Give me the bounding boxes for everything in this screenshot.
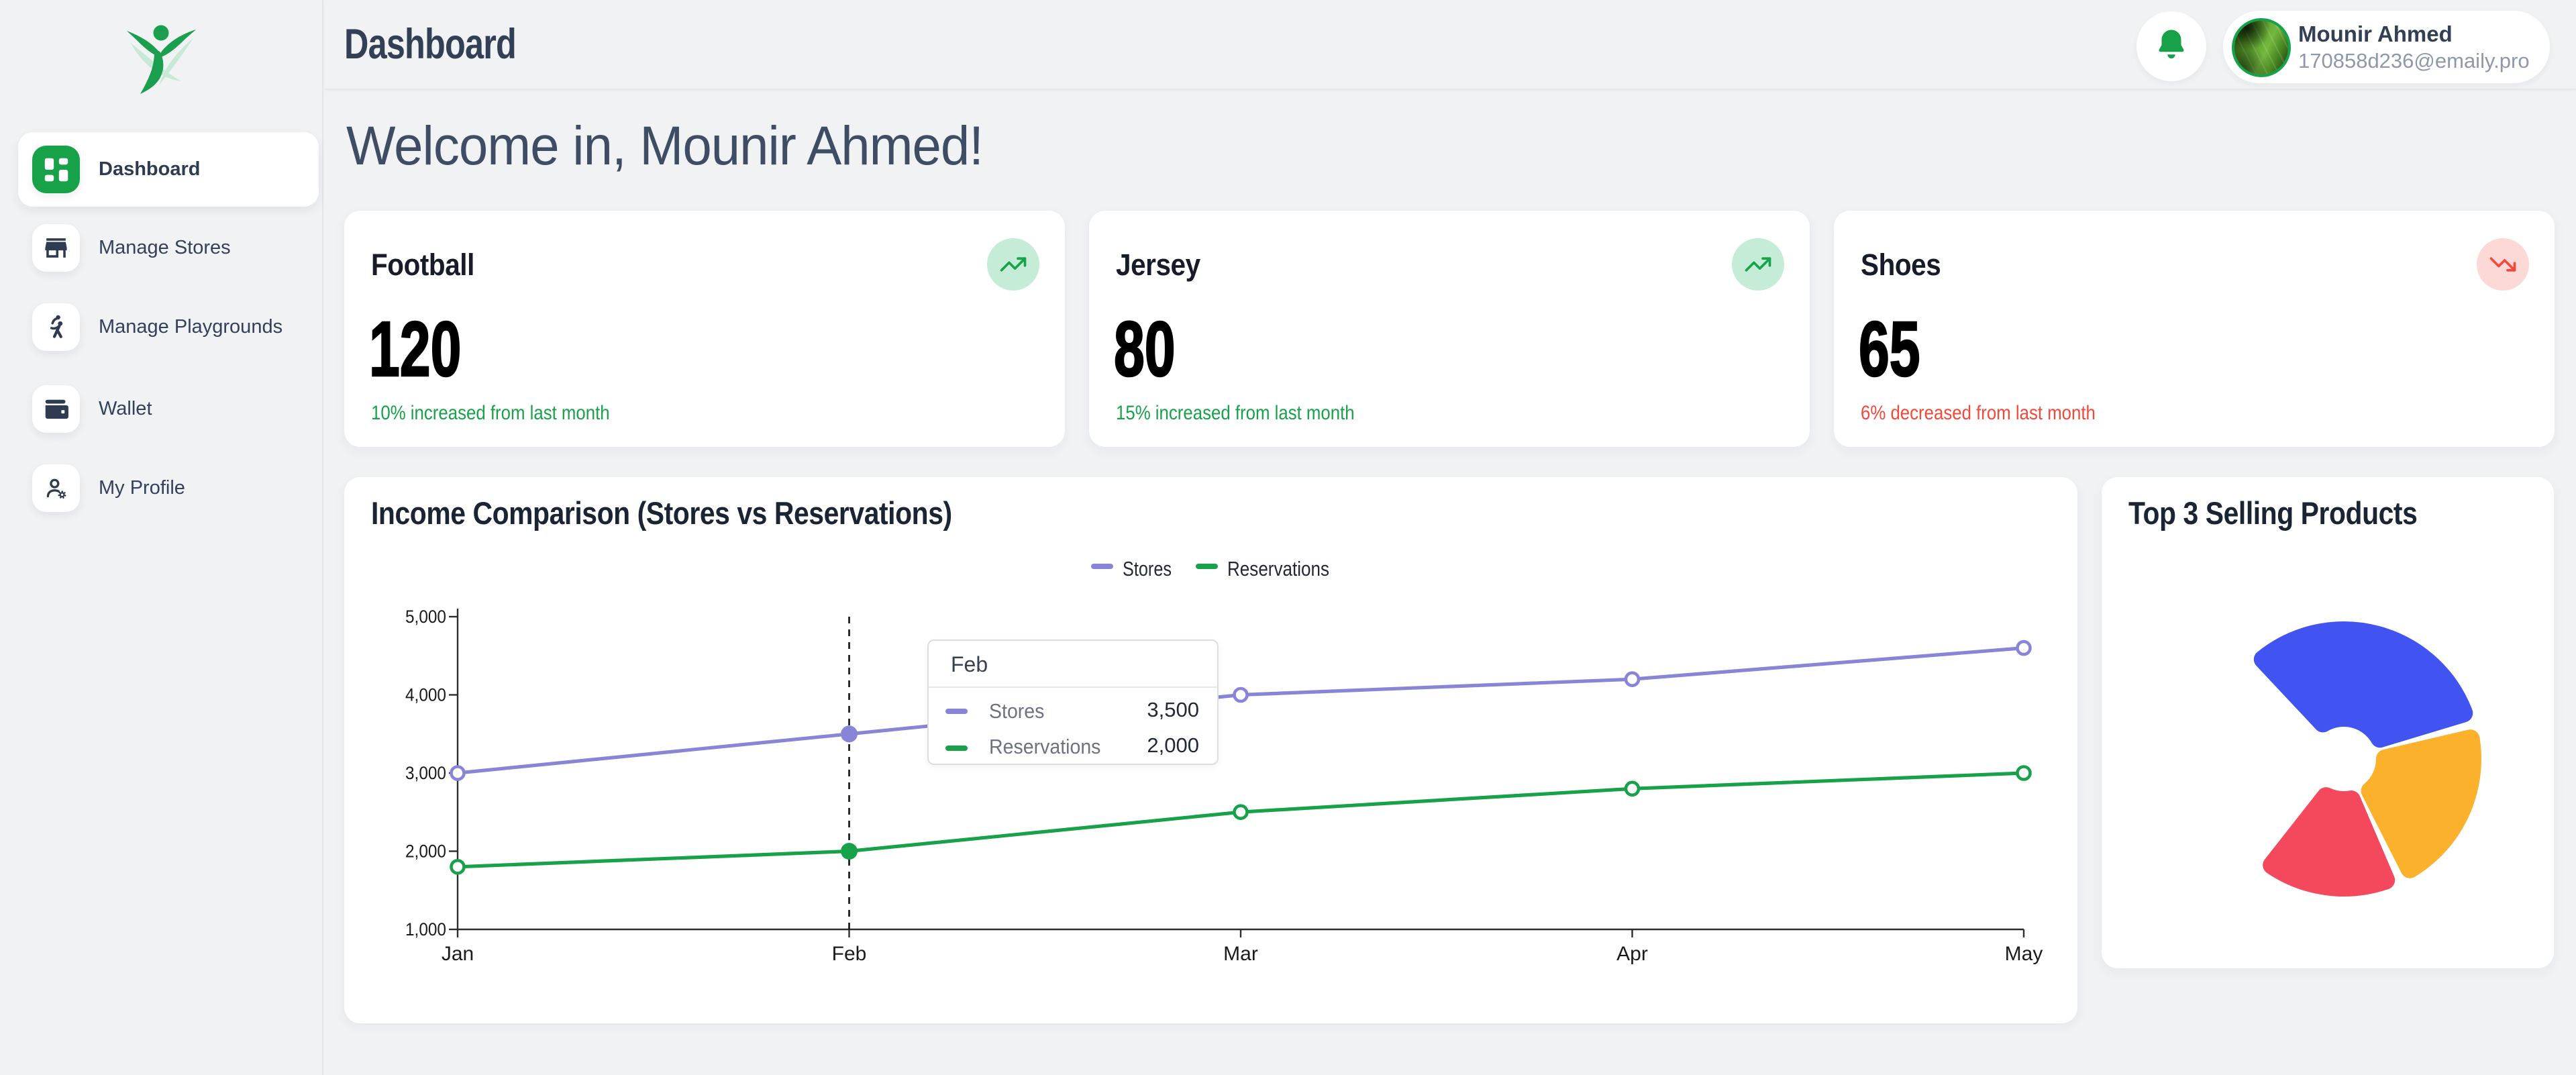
svg-text:Jan: Jan — [442, 943, 474, 965]
svg-text:5,000: 5,000 — [405, 607, 446, 627]
svg-text:Stores: Stores — [1123, 557, 1172, 580]
svg-text:Reservations: Reservations — [1227, 557, 1329, 580]
svg-text:2,000: 2,000 — [405, 841, 446, 862]
svg-text:4,000: 4,000 — [405, 685, 446, 705]
svg-text:May: May — [2005, 943, 2043, 965]
svg-text:Feb: Feb — [832, 943, 867, 965]
svg-text:1,000: 1,000 — [405, 919, 446, 939]
svg-text:Apr: Apr — [1616, 943, 1648, 965]
svg-text:3,000: 3,000 — [405, 763, 446, 783]
svg-text:Mar: Mar — [1223, 943, 1258, 965]
